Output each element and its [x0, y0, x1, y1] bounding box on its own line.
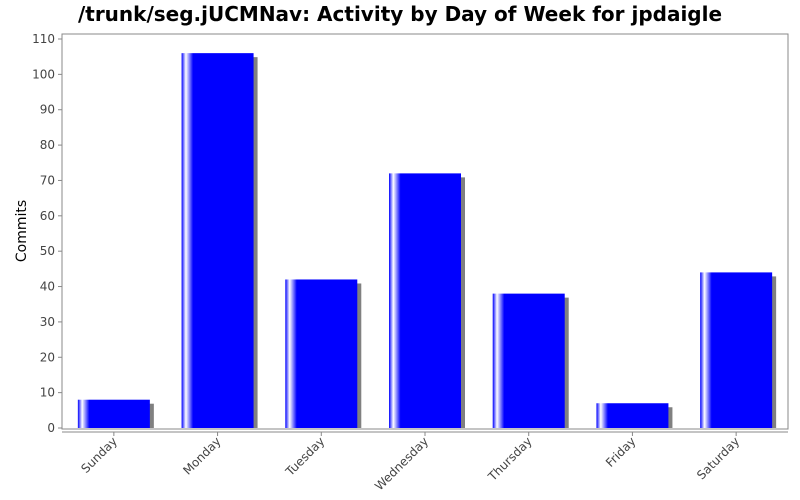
- x-tick-label: Friday: [603, 434, 639, 470]
- y-tick-label: 0: [47, 421, 55, 435]
- y-tick-label: 40: [40, 280, 55, 294]
- bar: [77, 399, 150, 428]
- y-axis-title: Commits: [14, 200, 30, 262]
- bar: [700, 272, 773, 428]
- y-tick-label: 30: [40, 315, 55, 329]
- x-tick-label: Monday: [180, 434, 223, 477]
- y-tick-label: 80: [40, 138, 55, 152]
- x-tick-label: Tuesday: [282, 434, 327, 479]
- y-tick-label: 10: [40, 386, 55, 400]
- y-tick-label: 100: [32, 67, 55, 81]
- x-tick-label: Thursday: [485, 434, 535, 484]
- y-tick-label: 90: [40, 103, 55, 117]
- y-tick-label: 50: [40, 244, 55, 258]
- bar: [492, 293, 565, 428]
- bar: [285, 279, 358, 428]
- x-tick-label: Wednesday: [372, 434, 431, 493]
- chart-title: /trunk/seg.jUCMNav: Activity by Day of W…: [77, 2, 723, 26]
- x-tick-label: Saturday: [694, 434, 742, 482]
- bar: [389, 173, 461, 428]
- y-tick-label: 60: [40, 209, 55, 223]
- y-tick-label: 70: [40, 173, 55, 187]
- bar: [181, 53, 254, 429]
- x-tick-label: Sunday: [78, 434, 120, 476]
- bar: [596, 403, 669, 428]
- y-tick-label: 20: [40, 350, 55, 364]
- y-tick-label: 110: [32, 32, 55, 46]
